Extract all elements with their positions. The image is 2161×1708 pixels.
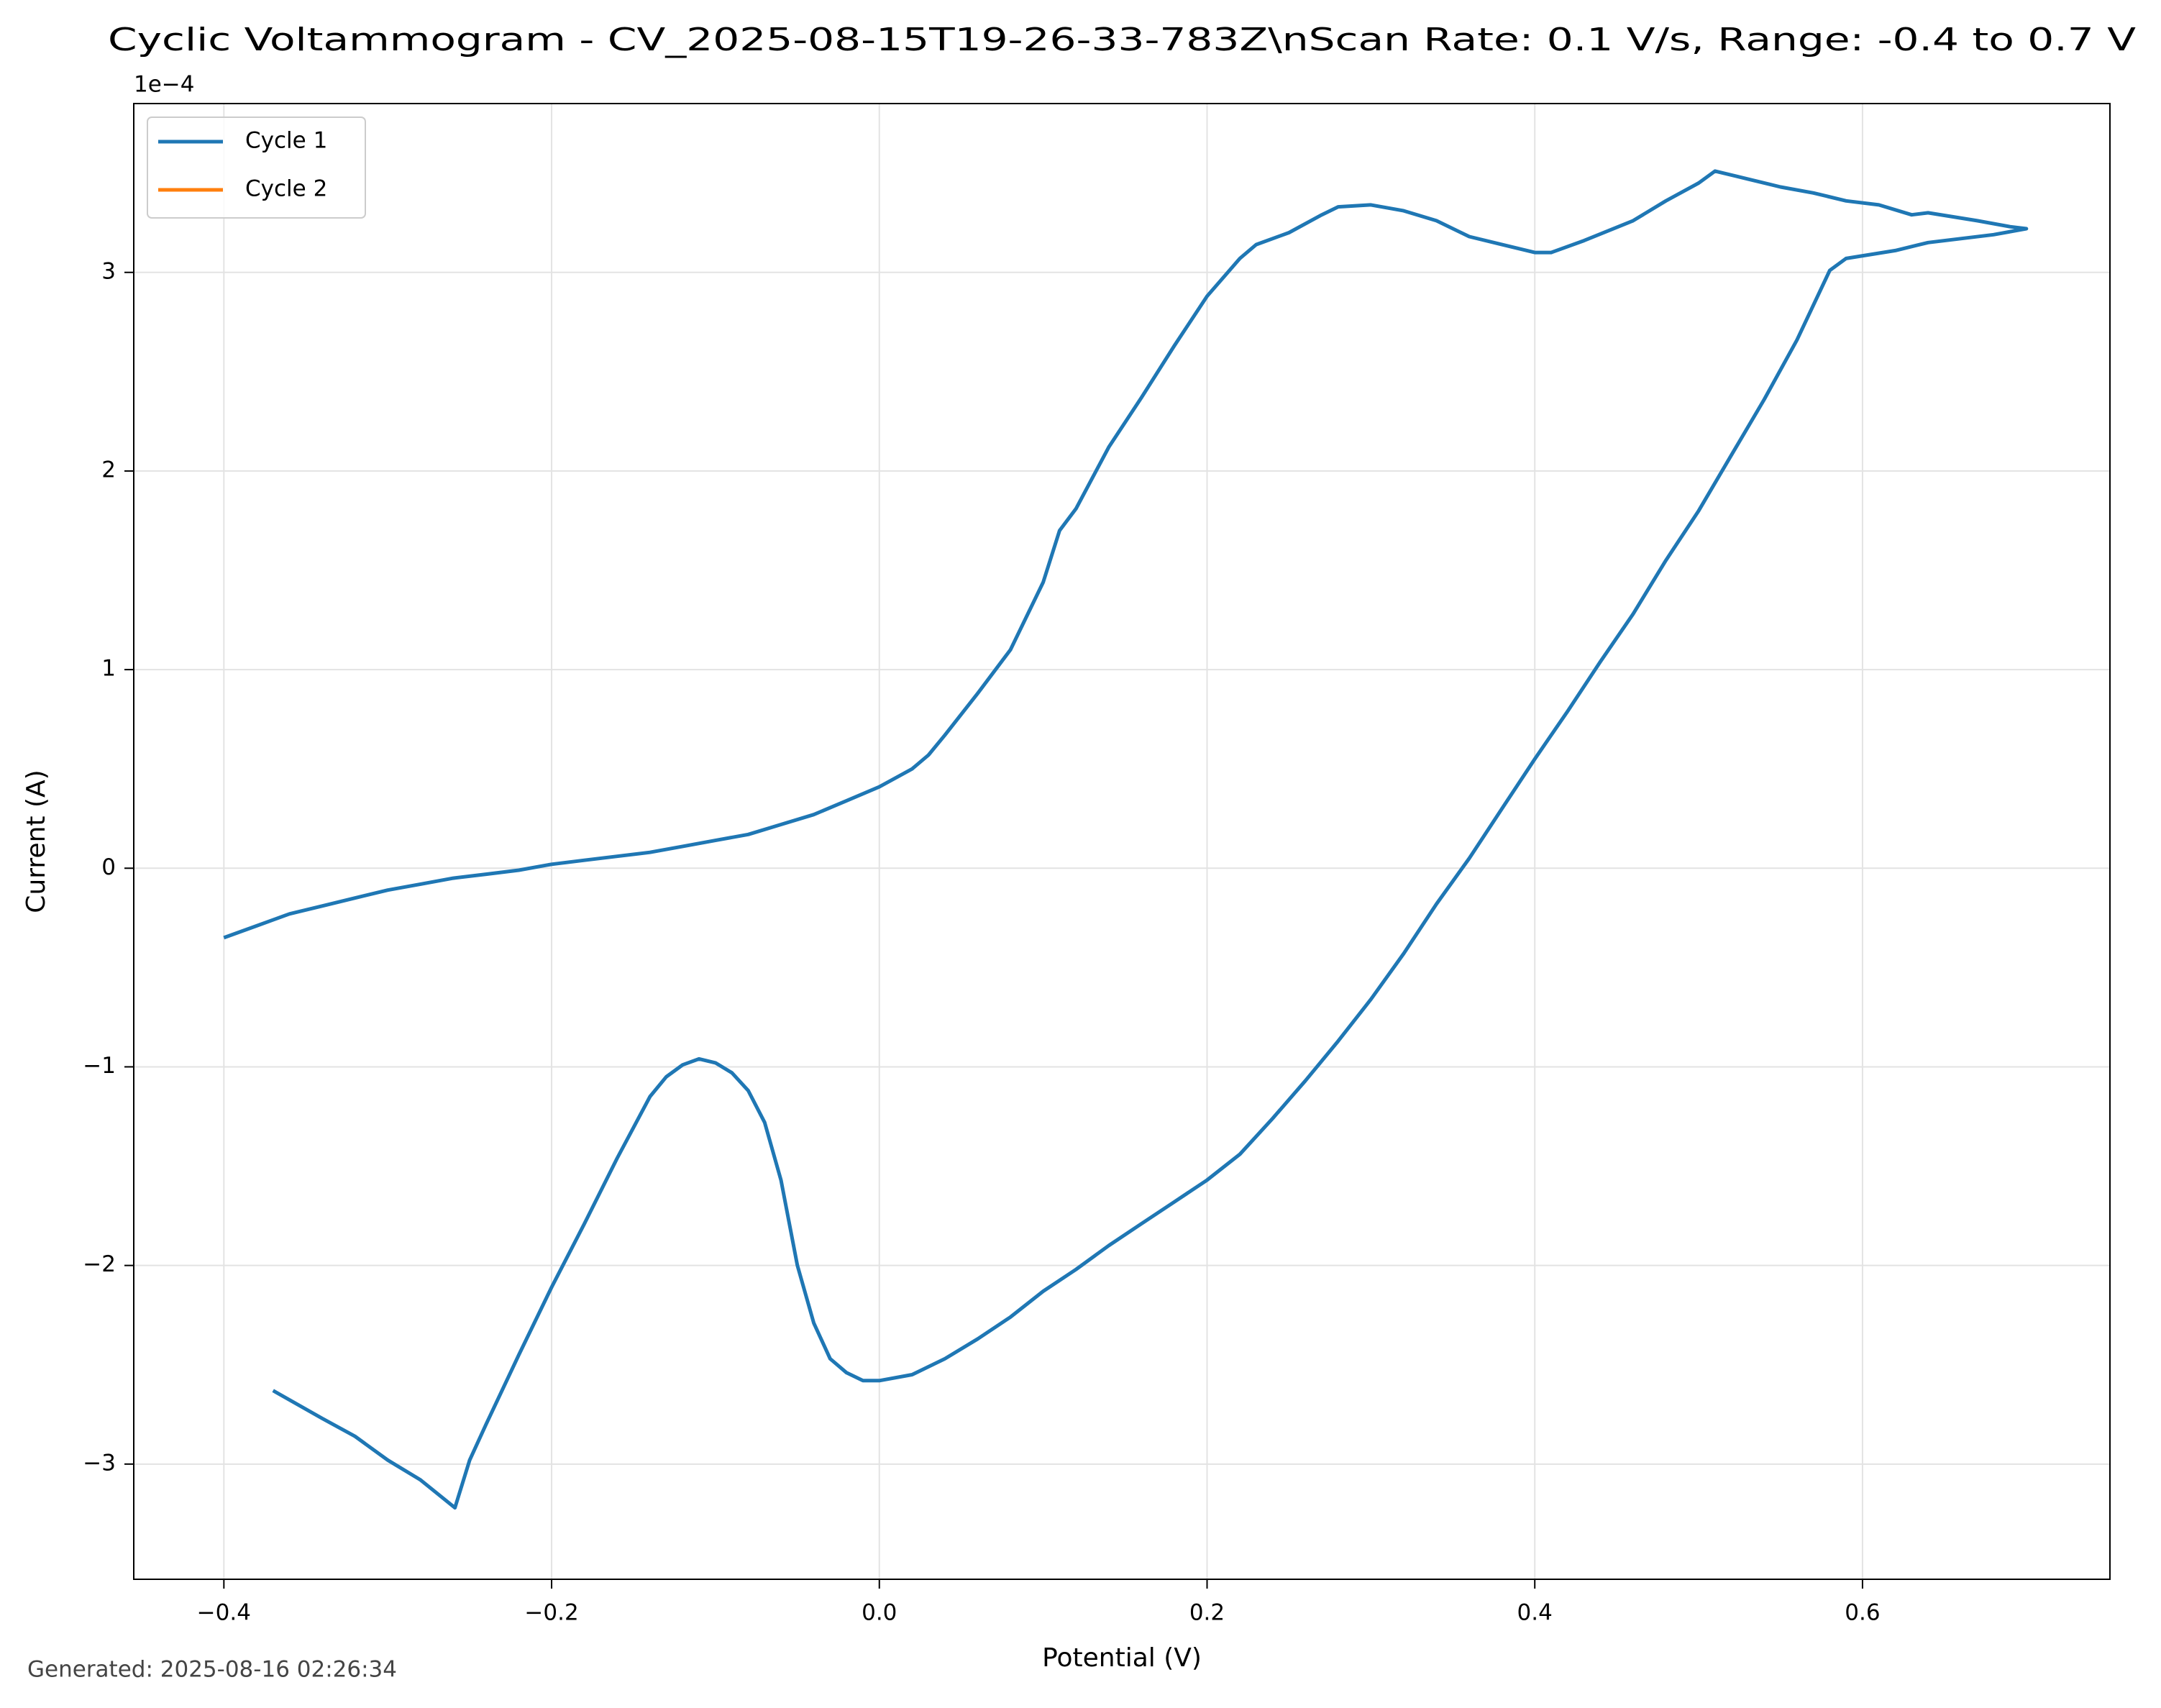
x-tick-label: 0.0 xyxy=(862,1600,897,1626)
data-line xyxy=(223,169,2029,1510)
y-tick-label: 1 xyxy=(101,656,116,682)
plot-frame xyxy=(133,103,2111,1580)
y-tick-label: −2 xyxy=(83,1251,116,1277)
footnote: Generated: 2025-08-16 02:26:34 xyxy=(27,1657,397,1683)
x-tick-label: 0.2 xyxy=(1189,1600,1225,1626)
legend-label: Cycle 1 xyxy=(245,128,327,154)
legend-label: Cycle 2 xyxy=(245,176,327,202)
y-tick-label: −3 xyxy=(83,1450,116,1476)
y-tick-label: 2 xyxy=(101,457,116,483)
offset-label: 1e−4 xyxy=(134,72,195,98)
chart-title: Cyclic Voltammogram - CV_2025-08-15T19-2… xyxy=(108,22,2136,58)
x-axis-label: Potential (V) xyxy=(1042,1643,1202,1673)
y-axis-label: Current (A) xyxy=(22,769,51,913)
y-tick-label: 3 xyxy=(101,258,116,284)
y-tick-label: 0 xyxy=(101,854,116,880)
x-tick-label: −0.4 xyxy=(197,1600,251,1626)
legend: Cycle 1 Cycle 2 xyxy=(147,117,366,219)
x-tick-label: −0.2 xyxy=(524,1600,578,1626)
y-tick-label: −1 xyxy=(83,1053,116,1079)
x-tick-label: 0.4 xyxy=(1517,1600,1553,1626)
x-tick-label: 0.6 xyxy=(1845,1600,1880,1626)
